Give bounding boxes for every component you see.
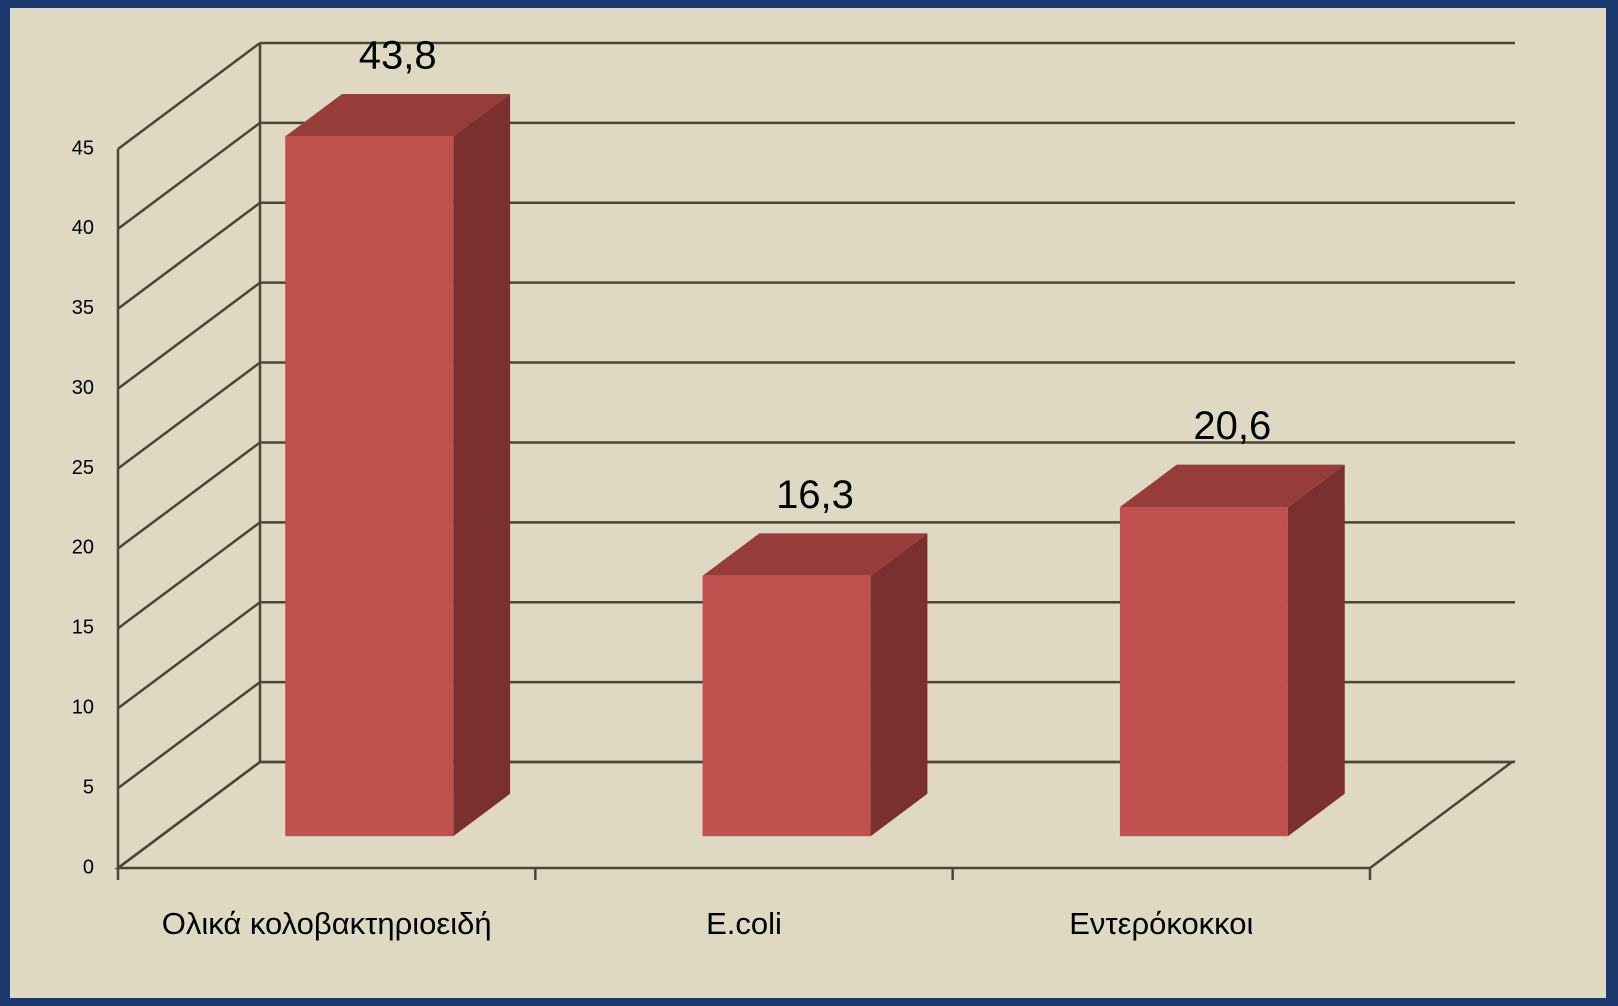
bar xyxy=(702,575,871,837)
side-grid-line xyxy=(117,281,261,390)
side-grid-line xyxy=(117,361,261,470)
y-tick-label: 45 xyxy=(72,137,94,159)
side-grid-line xyxy=(117,121,261,230)
bar-side xyxy=(870,533,928,837)
side-grid-line xyxy=(117,201,261,310)
side-grid-line xyxy=(117,41,261,151)
x-tick-label: Εντερόκοκκοι xyxy=(1069,906,1253,941)
side-grid-line xyxy=(117,760,261,870)
x-tick-label: Ολικά κολοβακτηριοειδή xyxy=(162,906,492,941)
y-tick-label: 15 xyxy=(72,617,94,639)
bar-top xyxy=(1119,464,1345,508)
y-tick-label: 0 xyxy=(83,856,94,878)
y-tick-label: 10 xyxy=(72,697,94,719)
value-label: 20,6 xyxy=(1193,404,1271,448)
side-grid-line xyxy=(117,441,261,550)
y-tick-label: 25 xyxy=(72,457,94,479)
side-grid-line xyxy=(117,681,261,790)
x-tick-label: E.coli xyxy=(706,906,782,941)
value-label: 43,8 xyxy=(359,34,437,78)
y-tick-label: 20 xyxy=(72,537,94,559)
bar xyxy=(1119,507,1288,837)
bar-side xyxy=(1287,464,1345,837)
value-label: 16,3 xyxy=(776,473,854,517)
y-tick-label: 5 xyxy=(83,776,94,798)
side-grid-line xyxy=(117,601,261,710)
side-grid-line xyxy=(117,521,261,630)
y-tick-label: 30 xyxy=(72,377,94,399)
y-tick-label: 40 xyxy=(72,217,94,239)
bar-top xyxy=(285,93,511,137)
bar-top xyxy=(702,533,928,576)
y-tick-label: 35 xyxy=(72,297,94,319)
bar-side xyxy=(453,93,511,837)
bar xyxy=(285,136,454,837)
